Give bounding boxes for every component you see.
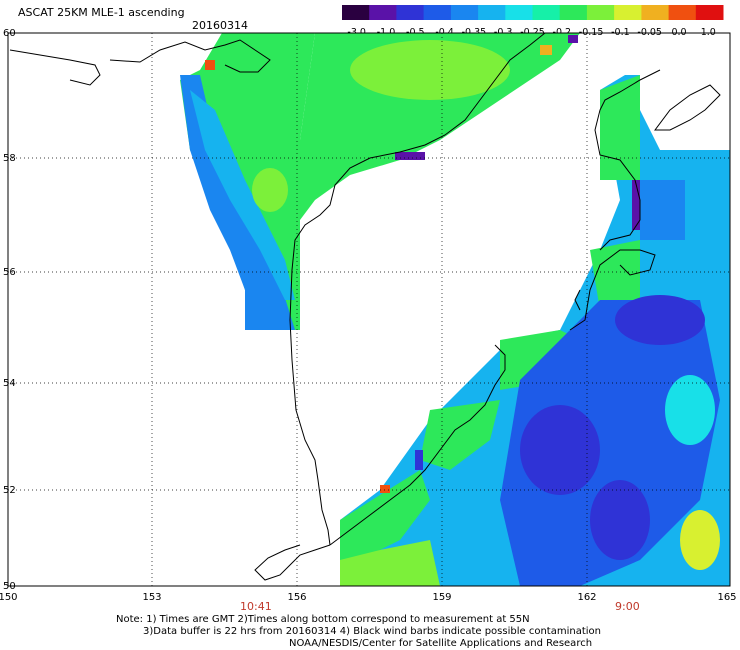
lon-label: 156: [287, 592, 306, 603]
swath-right: [340, 75, 730, 586]
lon-label: 150: [0, 592, 18, 603]
coastline: [9, 33, 721, 581]
swath-left: [180, 33, 580, 330]
colorbar-swatch: [396, 5, 425, 20]
colorbar-swatch: [614, 5, 642, 20]
note-line-2: 3)Data buffer is 22 hrs from 20160314 4)…: [143, 626, 601, 637]
lat-label: 52: [3, 485, 16, 496]
time-label-left: 10:41: [240, 600, 272, 613]
lat-label: 50: [3, 581, 16, 592]
lat-label: 56: [3, 267, 16, 278]
map-grid: [8, 33, 730, 586]
lat-label: 54: [3, 378, 16, 389]
colorbar-swatch: [695, 5, 724, 20]
time-label-right: 9:00: [615, 600, 640, 613]
colorbar-swatch: [641, 5, 670, 20]
plot-frame: [7, 32, 731, 587]
map-date: 20160314: [192, 19, 248, 32]
colorbar-swatch: [342, 5, 370, 20]
lon-label: 162: [577, 592, 596, 603]
lat-labels: 60 58 56 54 52 50: [3, 28, 16, 592]
colorbar-swatches: [342, 5, 724, 20]
note-line-1: Note: 1) Times are GMT 2)Times along bot…: [116, 614, 530, 625]
colorbar-swatch: [478, 5, 506, 20]
colorbar-swatch: [559, 5, 588, 20]
lat-label: 60: [3, 28, 16, 39]
colorbar-swatch: [450, 5, 479, 20]
lon-label: 159: [432, 592, 451, 603]
colorbar-swatch: [668, 5, 697, 20]
colorbar-swatch: [586, 5, 615, 20]
map-title: ASCAT 25KM MLE-1 ascending: [18, 6, 185, 19]
note-line-3: NOAA/NESDIS/Center for Satellite Applica…: [289, 638, 593, 649]
colorbar-swatch: [505, 5, 533, 20]
lon-label: 153: [142, 592, 161, 603]
lon-labels: 150 153 156 159 162 165: [0, 592, 737, 603]
colorbar-swatch: [369, 5, 397, 20]
colorbar-swatch: [423, 5, 452, 20]
colorbar-swatch: [532, 5, 561, 20]
lat-label: 58: [3, 153, 16, 164]
map-panel: 60 58 56 54 52 50 150 153 156 159 162 16…: [0, 28, 737, 603]
lon-label: 165: [717, 592, 736, 603]
